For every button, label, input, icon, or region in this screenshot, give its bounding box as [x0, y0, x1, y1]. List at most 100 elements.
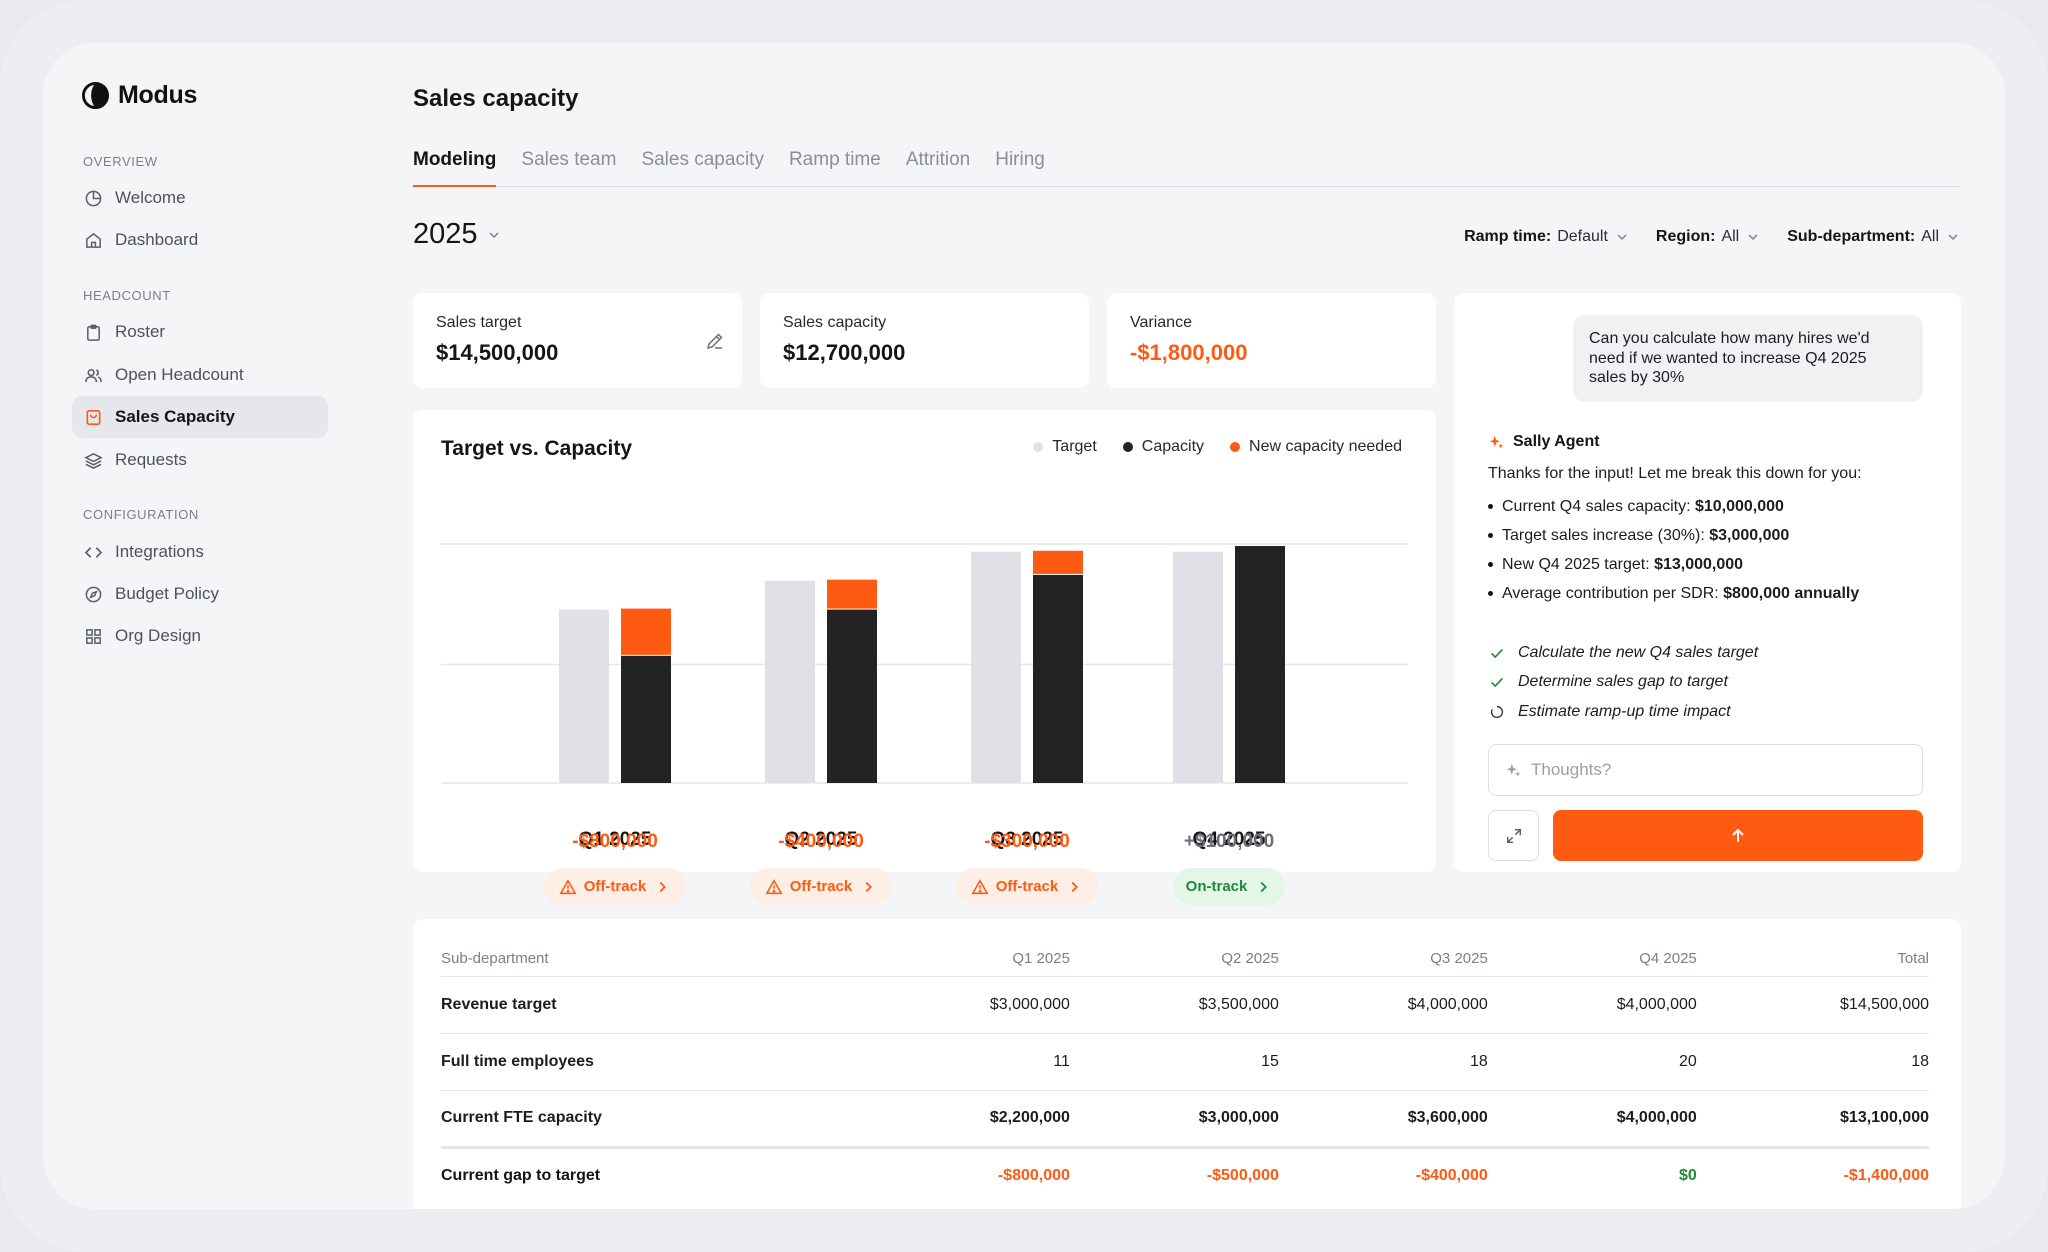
- legend-dot: [1230, 442, 1241, 452]
- step-text: Estimate ramp-up time impact: [1518, 702, 1731, 720]
- table-cell: $3,500,000: [1069, 976, 1279, 1034]
- capacity-table-card: Sub-department Q1 2025 Q2 2025 Q3 2025 Q…: [413, 919, 1961, 1209]
- table-cell: 18: [1696, 1033, 1929, 1091]
- tab-sales-team[interactable]: Sales team: [521, 149, 617, 170]
- status-badge-off-track[interactable]: Off-track: [544, 868, 686, 905]
- layers-icon: [84, 452, 103, 469]
- table-cell: $3,000,000: [1069, 1090, 1279, 1149]
- filter-bar: Ramp time: Default Region: All Sub-depar…: [1464, 228, 1961, 246]
- status-label: Off-track: [789, 878, 853, 895]
- bullet-dot: [1488, 533, 1493, 538]
- expand-button[interactable]: [1488, 810, 1539, 861]
- table-row: Current gap to target -$800,000 -$500,00…: [441, 1147, 1929, 1204]
- input-placeholder: Thoughts?: [1531, 760, 1612, 779]
- nav-section-configuration: CONFIGURATION: [83, 507, 199, 522]
- sidebar-item-sales-capacity[interactable]: Sales Capacity: [72, 396, 328, 438]
- filter-label: Ramp time:: [1464, 228, 1552, 245]
- sparkle-icon: [1506, 763, 1521, 776]
- table-cell: $4,000,000: [1278, 976, 1488, 1034]
- table-cell: $13,100,000: [1696, 1090, 1929, 1149]
- tab-sales-capacity[interactable]: Sales capacity: [641, 149, 764, 170]
- table-cell: $3,000,000: [860, 976, 1070, 1034]
- table-cell: 20: [1487, 1033, 1697, 1091]
- table-cell: $14,500,000: [1696, 976, 1929, 1034]
- kpi-label: Sales target: [436, 314, 522, 331]
- table-row: Current FTE capacity $2,200,000 $3,000,0…: [441, 1090, 1929, 1149]
- filter-region[interactable]: Region: All: [1656, 228, 1761, 246]
- quarter-label: Q3 2025: [990, 829, 1064, 850]
- kpi-value: $12,700,000: [783, 340, 906, 365]
- bullet-value: $3,000,000: [1709, 526, 1790, 544]
- quarter-variance: -$800,000: [572, 831, 658, 852]
- filter-sub-department[interactable]: Sub-department: All: [1787, 228, 1961, 246]
- agent-header: Sally Agent: [1488, 433, 1600, 451]
- modus-logo-icon: [81, 81, 110, 110]
- sidebar-item-org-design[interactable]: Org Design: [72, 615, 328, 657]
- status-badge-on-track[interactable]: On-track: [1173, 868, 1285, 905]
- step-done: Determine sales gap to target: [1488, 668, 1758, 698]
- status-label: Off-track: [995, 878, 1059, 895]
- bar-target: [971, 551, 1021, 783]
- agent-input-field[interactable]: Thoughts?: [1488, 744, 1923, 796]
- tab-attrition[interactable]: Attrition: [905, 149, 971, 170]
- sidebar-item-welcome[interactable]: Welcome: [72, 177, 328, 219]
- bar-capacity: [1235, 546, 1285, 783]
- sidebar-item-integrations[interactable]: Integrations: [72, 531, 328, 573]
- table-cell: $0: [1678, 1167, 1697, 1185]
- app-logo[interactable]: Modus: [81, 81, 197, 110]
- legend-item-capacity: Capacity: [1122, 438, 1204, 456]
- sidebar-item-open-headcount[interactable]: Open Headcount: [72, 354, 328, 396]
- table-cell: -$400,000: [1415, 1167, 1488, 1185]
- user-message-bubble: Can you calculate how many hires we'd ne…: [1573, 315, 1923, 402]
- sparkle-icon: [1489, 435, 1504, 448]
- sidebar-item-label: Integrations: [115, 542, 204, 561]
- list-item: New Q4 2025 target: $13,000,000: [1488, 550, 1859, 579]
- table-cell: $2,200,000: [860, 1090, 1070, 1149]
- sidebar-item-roster[interactable]: Roster: [72, 311, 328, 353]
- send-button[interactable]: [1553, 810, 1923, 861]
- year-selector[interactable]: 2025: [413, 218, 502, 251]
- bullet-text: New Q4 2025 target:: [1502, 555, 1655, 573]
- warning-triangle-icon: [559, 878, 577, 894]
- status-badge-off-track[interactable]: Off-track: [956, 868, 1098, 905]
- code-icon: [84, 546, 103, 558]
- nav-section-headcount: HEADCOUNT: [83, 288, 171, 303]
- compass-icon: [85, 586, 102, 602]
- tab-hiring[interactable]: Hiring: [995, 149, 1045, 170]
- bar-target: [1173, 551, 1223, 783]
- agent-step-list: Calculate the new Q4 sales target Determ…: [1488, 638, 1758, 727]
- legend-dot: [1122, 442, 1133, 452]
- bar-target: [765, 580, 815, 783]
- sidebar-item-dashboard[interactable]: Dashboard: [72, 219, 328, 261]
- bullet-value: $800,000 annually: [1723, 584, 1860, 602]
- legend-item-target: Target: [1033, 438, 1097, 456]
- bar-new-capacity: [827, 579, 877, 609]
- row-label: Current FTE capacity: [441, 1090, 861, 1149]
- chevron-right-icon: [1260, 881, 1268, 892]
- sidebar-item-label: Roster: [115, 322, 166, 341]
- home-icon: [86, 232, 101, 248]
- tab-ramp-time[interactable]: Ramp time: [788, 149, 881, 170]
- sidebar-item-budget-policy[interactable]: Budget Policy: [72, 573, 328, 615]
- tab-modeling[interactable]: Modeling: [413, 149, 497, 187]
- filter-ramp-time[interactable]: Ramp time: Default: [1464, 228, 1630, 246]
- sidebar-item-label: Open Headcount: [115, 365, 244, 384]
- chevron-down-icon: [1948, 234, 1958, 241]
- warning-triangle-icon: [971, 878, 989, 894]
- sidebar-item-label: Requests: [115, 450, 187, 469]
- kpi-label: Variance: [1130, 314, 1192, 331]
- sidebar-item-requests[interactable]: Requests: [72, 439, 328, 481]
- row-label: Full time employees: [441, 1033, 861, 1091]
- table-header-row: Sub-department Q1 2025 Q2 2025 Q3 2025 Q…: [441, 941, 1929, 977]
- capacity-table: Sub-department Q1 2025 Q2 2025 Q3 2025 Q…: [441, 941, 1929, 1204]
- bullet-dot: [1488, 562, 1493, 567]
- bullet-value: $10,000,000: [1694, 497, 1784, 515]
- warning-triangle-icon: [765, 878, 783, 894]
- agent-bullet-list: Current Q4 sales capacity: $10,000,000 T…: [1488, 492, 1859, 608]
- sidebar-item-label: Budget Policy: [115, 584, 219, 603]
- quarter-label: Q2 2025: [784, 829, 858, 850]
- pencil-edit-icon[interactable]: [705, 331, 725, 351]
- status-badge-off-track[interactable]: Off-track: [750, 868, 892, 905]
- year-value: 2025: [413, 218, 478, 250]
- expand-icon: [1506, 828, 1521, 843]
